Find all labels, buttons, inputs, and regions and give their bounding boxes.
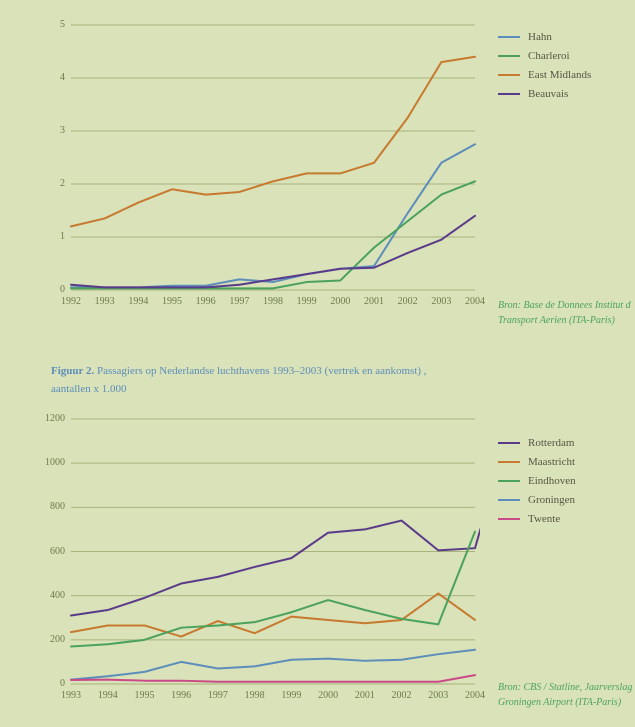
chart1-source-line1: Bron: Base de Donnees Institut d xyxy=(498,300,631,311)
x-axis-tick-label: 1993 xyxy=(56,690,86,701)
legend-swatch xyxy=(498,499,520,501)
x-axis-tick-label: 1996 xyxy=(191,296,221,307)
x-axis-tick-label: 1994 xyxy=(93,690,123,701)
chart2-source: Bron: CBS / Statline, Jaarverslag Gronin… xyxy=(498,680,635,710)
series-line xyxy=(71,675,475,682)
legend-swatch xyxy=(498,93,520,95)
y-axis-tick-label: 200 xyxy=(37,634,65,645)
figure2-caption-bold: Figuur 2. xyxy=(51,365,94,377)
x-axis-tick-label: 1995 xyxy=(157,296,187,307)
y-axis-tick-label: 800 xyxy=(37,501,65,512)
x-axis-tick-label: 1996 xyxy=(166,690,196,701)
legend-swatch xyxy=(498,442,520,444)
legend-item: Twente xyxy=(498,510,576,527)
x-axis-tick-label: 2003 xyxy=(423,690,453,701)
legend-label: Charleroi xyxy=(528,50,570,62)
legend-swatch xyxy=(498,480,520,482)
x-axis-tick-label: 2002 xyxy=(393,296,423,307)
y-axis-tick-label: 4 xyxy=(37,72,65,83)
legend-item: Eindhoven xyxy=(498,472,576,489)
y-axis-tick-label: 3 xyxy=(37,125,65,136)
y-axis-tick-label: 1200 xyxy=(37,413,65,424)
x-axis-tick-label: 2004 xyxy=(460,690,490,701)
y-axis-tick-label: 400 xyxy=(37,590,65,601)
y-axis-tick-label: 1 xyxy=(37,231,65,242)
legend-swatch xyxy=(498,55,520,57)
legend-swatch xyxy=(498,74,520,76)
chart2-legend: Rotterdam Maastricht Eindhoven Groningen Twe… xyxy=(498,434,576,529)
y-axis-tick-label: 0 xyxy=(37,678,65,689)
series-line xyxy=(71,57,475,227)
series-line xyxy=(71,216,475,288)
chart1-source-line2: Transport Aerien (ITA-Paris) xyxy=(498,315,615,326)
chart2-plot-area xyxy=(35,414,480,709)
chart1-plot-area xyxy=(35,20,480,315)
legend-label: Beauvais xyxy=(528,88,568,100)
x-axis-tick-label: 2001 xyxy=(359,296,389,307)
chart1-source: Bron: Base de Donnees Institut d Transpo… xyxy=(498,298,635,328)
y-axis-tick-label: 5 xyxy=(37,19,65,30)
legend-item: Maastricht xyxy=(498,453,576,470)
figure2-caption-line2: aantallen x 1.000 xyxy=(51,383,126,395)
series-line xyxy=(71,593,475,636)
series-line xyxy=(71,532,475,647)
chart2-svg xyxy=(35,414,480,709)
x-axis-tick-label: 1999 xyxy=(292,296,322,307)
legend-item: Rotterdam xyxy=(498,434,576,451)
legend-item: East Midlands xyxy=(498,66,591,83)
legend-label: Eindhoven xyxy=(528,475,576,487)
series-line xyxy=(71,650,475,680)
figure2-caption: Figuur 2. Passagiers op Nederlandse luch… xyxy=(51,363,521,398)
chart1-legend: Hahn Charleroi East Midlands Beauvais xyxy=(498,28,591,104)
x-axis-tick-label: 1994 xyxy=(123,296,153,307)
legend-item: Beauvais xyxy=(498,85,591,102)
legend-label: Hahn xyxy=(528,31,552,43)
legend-label: Rotterdam xyxy=(528,437,574,449)
legend-label: Maastricht xyxy=(528,456,575,468)
legend-item: Groningen xyxy=(498,491,576,508)
legend-label: Twente xyxy=(528,513,560,525)
x-axis-tick-label: 2000 xyxy=(313,690,343,701)
y-axis-tick-label: 2 xyxy=(37,178,65,189)
legend-swatch xyxy=(498,36,520,38)
x-axis-tick-label: 1998 xyxy=(240,690,270,701)
chart2-source-line1: Bron: CBS / Statline, Jaarverslag xyxy=(498,682,632,693)
series-line xyxy=(71,181,475,288)
figure2-caption-rest: Passagiers op Nederlandse luchthavens 19… xyxy=(94,365,426,377)
x-axis-tick-label: 2000 xyxy=(325,296,355,307)
x-axis-tick-label: 2004 xyxy=(460,296,490,307)
x-axis-tick-label: 1997 xyxy=(203,690,233,701)
series-line xyxy=(71,420,480,615)
legend-swatch xyxy=(498,518,520,520)
legend-label: East Midlands xyxy=(528,69,591,81)
x-axis-tick-label: 2003 xyxy=(426,296,456,307)
legend-swatch xyxy=(498,461,520,463)
x-axis-tick-label: 1995 xyxy=(129,690,159,701)
legend-item: Hahn xyxy=(498,28,591,45)
y-axis-tick-label: 1000 xyxy=(37,457,65,468)
x-axis-tick-label: 1998 xyxy=(258,296,288,307)
x-axis-tick-label: 1993 xyxy=(90,296,120,307)
chart2-source-line2: Groningen Airport (ITA-Paris) xyxy=(498,697,621,708)
legend-item: Charleroi xyxy=(498,47,591,64)
x-axis-tick-label: 1992 xyxy=(56,296,86,307)
y-axis-tick-label: 600 xyxy=(37,546,65,557)
x-axis-tick-label: 1997 xyxy=(224,296,254,307)
legend-label: Groningen xyxy=(528,494,575,506)
chart1-svg xyxy=(35,20,480,315)
x-axis-tick-label: 2001 xyxy=(350,690,380,701)
y-axis-tick-label: 0 xyxy=(37,284,65,295)
x-axis-tick-label: 1999 xyxy=(276,690,306,701)
x-axis-tick-label: 2002 xyxy=(387,690,417,701)
